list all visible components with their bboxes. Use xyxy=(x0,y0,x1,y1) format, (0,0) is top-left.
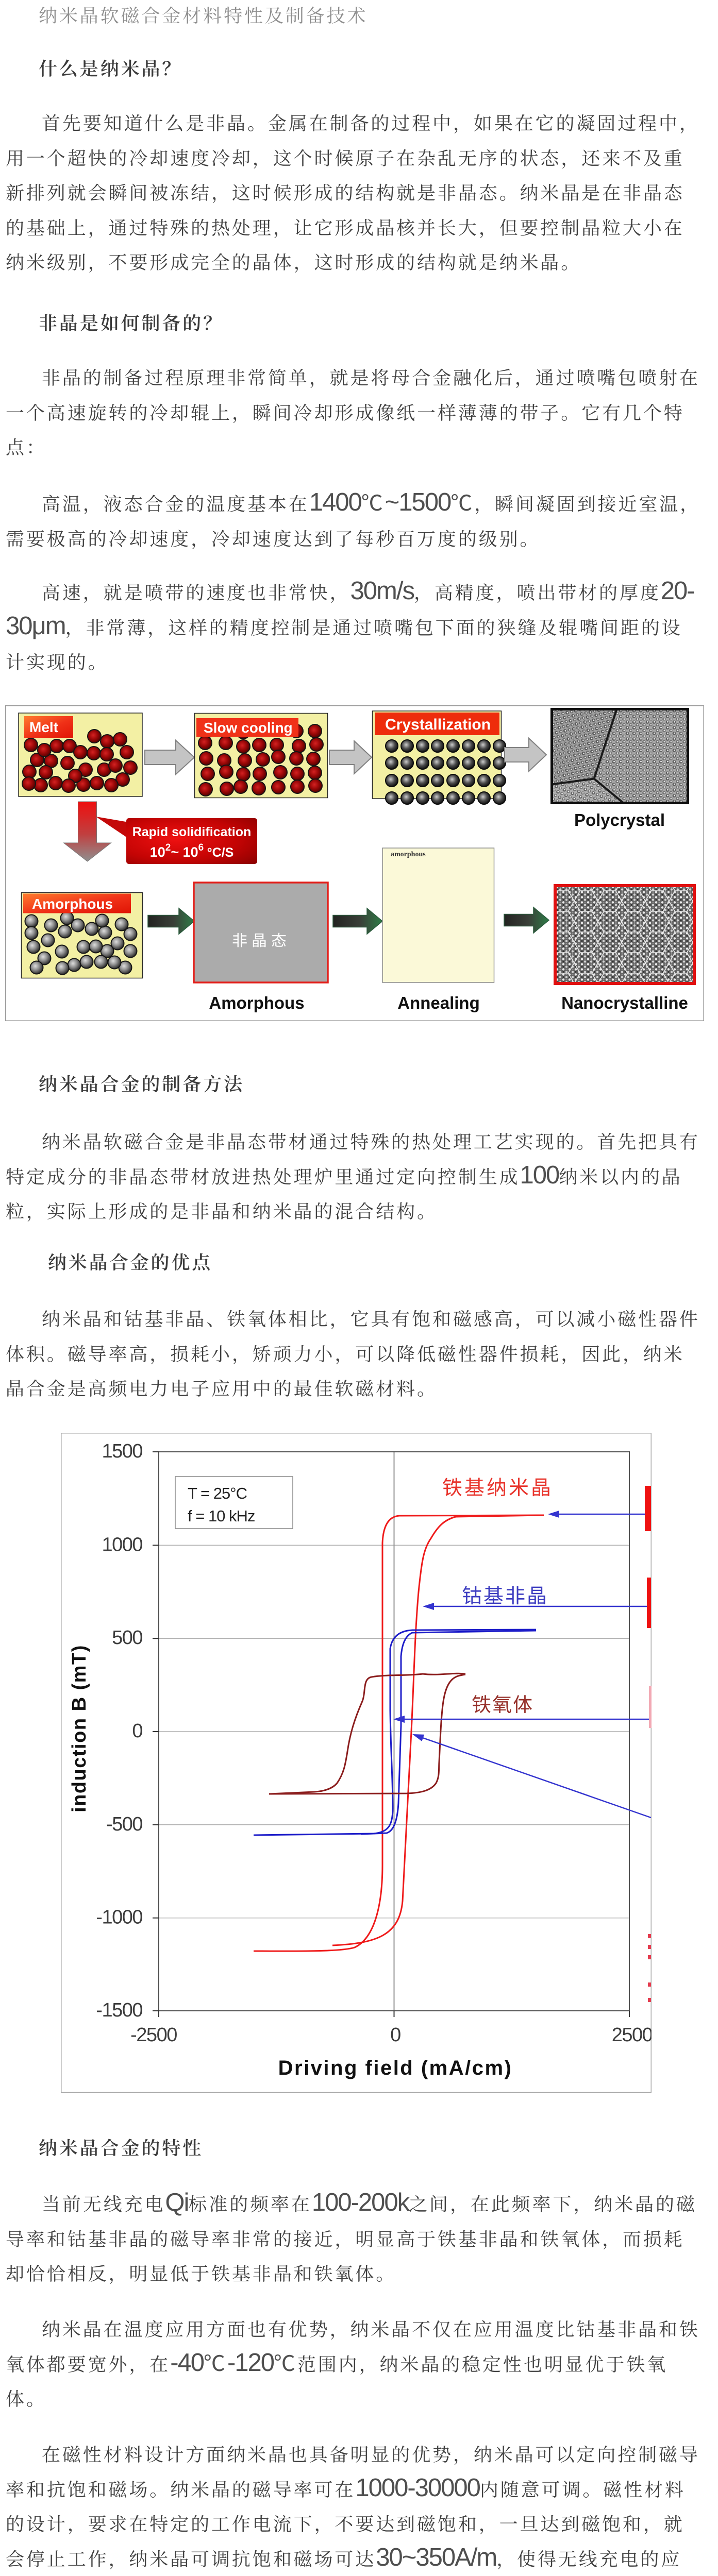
svg-text:Amorphous: Amorphous xyxy=(209,993,304,1012)
svg-text:2500: 2500 xyxy=(612,2024,652,2046)
svg-text:T = 25°C: T = 25°C xyxy=(188,1484,247,1502)
svg-text:Rapid solidification: Rapid solidification xyxy=(132,825,252,839)
svg-text:-1000: -1000 xyxy=(96,1907,142,1928)
svg-text:0: 0 xyxy=(132,1720,142,1742)
svg-text:Nanocrystalline: Nanocrystalline xyxy=(561,993,688,1012)
svg-text:1000: 1000 xyxy=(102,1534,142,1555)
svg-text:Amorphous: Amorphous xyxy=(32,896,113,912)
svg-text:非晶态: 非晶态 xyxy=(232,928,291,951)
svg-text:induction B (mT): induction B (mT) xyxy=(69,1645,90,1812)
svg-text:铁氧体: 铁氧体 xyxy=(472,1689,533,1717)
svg-text:f = 10 kHz: f = 10 kHz xyxy=(188,1507,255,1525)
svg-text:铁基纳米晶: 铁基纳米晶 xyxy=(442,1472,553,1501)
svg-text:Slow cooling: Slow cooling xyxy=(204,720,293,736)
svg-text:102~ 106 °C/S: 102~ 106 °C/S xyxy=(150,842,234,860)
svg-text:Crystallization: Crystallization xyxy=(385,716,491,733)
svg-text:-2500: -2500 xyxy=(130,2024,177,2046)
svg-text:Driving field (mA/cm): Driving field (mA/cm) xyxy=(278,2057,513,2079)
svg-text:1500: 1500 xyxy=(102,1440,142,1462)
svg-text:Annealing: Annealing xyxy=(397,993,480,1012)
svg-text:-1500: -1500 xyxy=(96,1999,142,2021)
svg-text:-500: -500 xyxy=(106,1814,142,1835)
svg-text:0: 0 xyxy=(390,2024,400,2046)
svg-text:Melt: Melt xyxy=(29,719,58,735)
svg-text:500: 500 xyxy=(112,1627,142,1649)
svg-text:amorphous: amorphous xyxy=(391,851,426,858)
svg-text:Polycrystal: Polycrystal xyxy=(574,810,665,829)
svg-text:钴基非晶: 钴基非晶 xyxy=(462,1580,548,1609)
